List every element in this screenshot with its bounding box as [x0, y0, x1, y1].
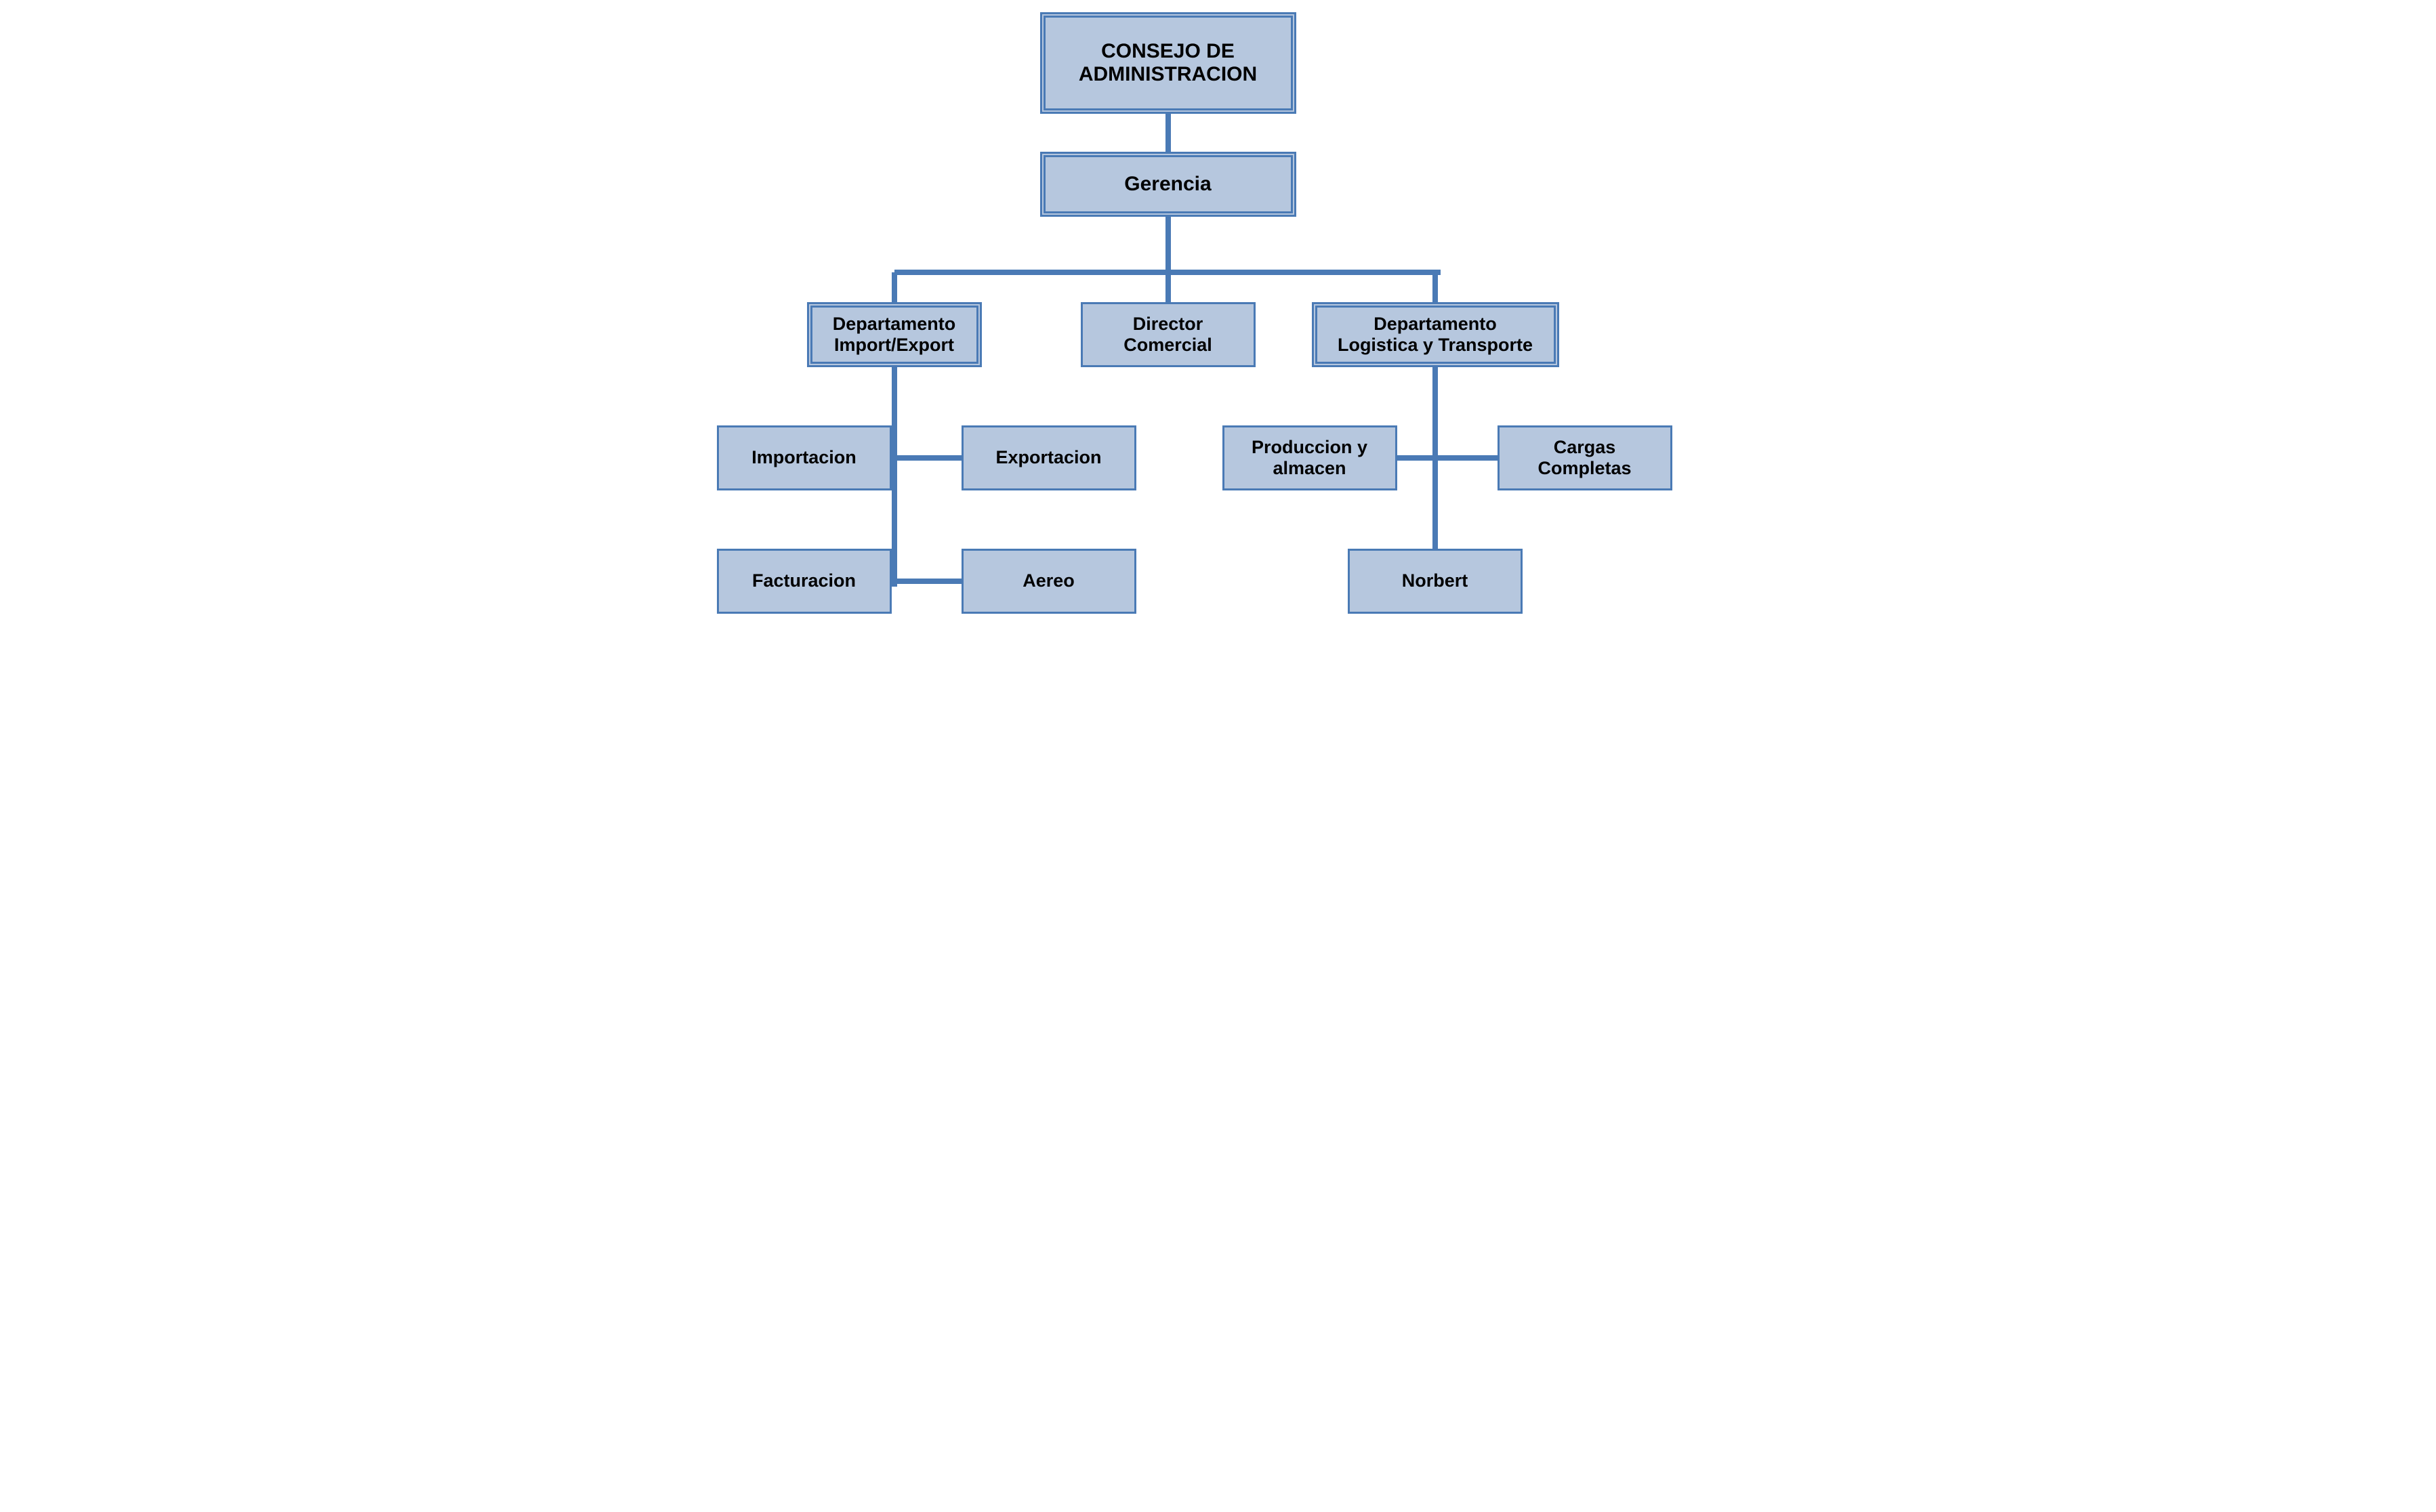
node-label: Importacion [751, 447, 856, 468]
connector-segment [894, 579, 967, 584]
connector-segment [1168, 270, 1441, 275]
node-exportacion: Exportacion [962, 425, 1136, 490]
node-label: DepartamentoLogistica y Transporte [1338, 314, 1533, 356]
node-dept_logistics: DepartamentoLogistica y Transporte [1312, 302, 1559, 367]
node-produccion: Produccion yalmacen [1222, 425, 1397, 490]
connector-segment [1432, 367, 1438, 554]
node-label: DirectorComercial [1123, 314, 1212, 356]
node-norbert: Norbert [1348, 549, 1523, 614]
node-label: DepartamentoImport/Export [833, 314, 956, 356]
node-importacion: Importacion [717, 425, 892, 490]
node-label: CONSEJO DEADMINISTRACION [1079, 40, 1257, 87]
node-director_com: DirectorComercial [1081, 302, 1256, 367]
node-aereo: Aereo [962, 549, 1136, 614]
node-management: Gerencia [1040, 152, 1296, 217]
node-facturacion: Facturacion [717, 549, 892, 614]
node-label: CargasCompletas [1537, 437, 1631, 479]
node-dept_impexp: DepartamentoImport/Export [807, 302, 982, 367]
node-label: Aereo [1023, 570, 1075, 591]
node-cargas: CargasCompletas [1498, 425, 1672, 490]
node-label: Norbert [1402, 570, 1468, 591]
node-label: Facturacion [752, 570, 856, 591]
connector-segment [894, 455, 967, 461]
connector-segment [894, 270, 1174, 275]
connector-segment [1435, 455, 1503, 461]
node-label: Produccion yalmacen [1252, 437, 1367, 479]
node-council: CONSEJO DEADMINISTRACION [1040, 12, 1296, 114]
connector-segment [892, 367, 897, 587]
node-label: Exportacion [995, 447, 1101, 468]
connector-segment [1165, 114, 1171, 157]
node-label: Gerencia [1124, 173, 1211, 196]
connector-segment [1165, 217, 1171, 278]
org-chart-canvas: CONSEJO DEADMINISTRACION Gerencia Departam… [705, 0, 1732, 637]
